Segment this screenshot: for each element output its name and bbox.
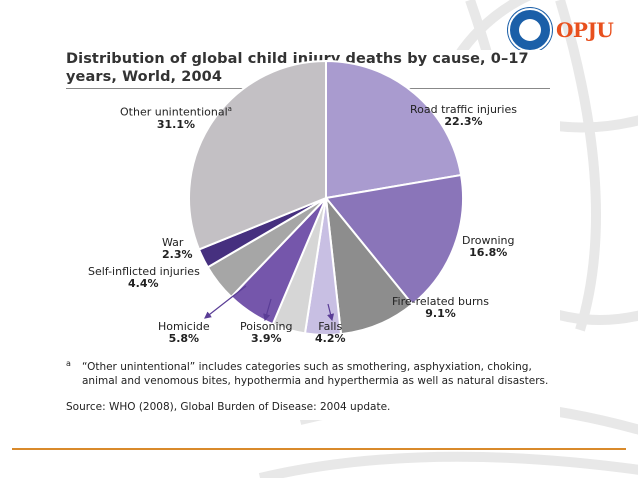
label-poisoning-value: 3.9%: [250, 332, 282, 345]
chart-title: Distribution of global child injury deat…: [66, 51, 529, 85]
pie-slice-fire-related-burns: [324, 194, 414, 336]
label-war-name: War: [162, 236, 184, 249]
label-homicide-name: Homicide: [158, 320, 210, 333]
leader-homicide: [204, 285, 247, 319]
pie-slice-other-unintentional: [188, 59, 327, 251]
label-falls-name: Falls: [318, 320, 343, 333]
label-self-inflicted-value: 4.4%: [128, 277, 159, 290]
bottom-divider: [12, 448, 626, 450]
label-homicide-value: 5.8%: [168, 332, 200, 345]
leader-poisoning: [263, 298, 272, 322]
label-road-traffic: Road traffic injuries 22.3%: [410, 104, 517, 128]
label-homicide: Homicide 5.8%: [158, 321, 210, 345]
label-road-traffic-name: Road traffic injuries: [410, 103, 517, 116]
label-falls: Falls 4.2%: [315, 321, 346, 345]
label-drowning: Drowning 16.8%: [462, 235, 514, 259]
label-other-name: Other unintentional: [120, 105, 228, 119]
university-seal-icon: [508, 8, 552, 52]
footnote-mark: a: [66, 359, 71, 368]
label-falls-value: 4.2%: [315, 332, 346, 345]
label-other-unintentional: Other unintentionala 31.1%: [120, 103, 232, 131]
label-war-value: 2.3%: [162, 248, 193, 261]
pie-slice-road-traffic-injuries: [325, 59, 463, 200]
leader-falls: [327, 303, 335, 322]
label-self-inflicted: Self-inflicted injuries 4.4%: [88, 266, 200, 290]
label-drowning-value: 16.8%: [469, 246, 508, 259]
logo-text: OPJU: [556, 18, 614, 42]
source-note: Source: WHO (2008), Global Burden of Dis…: [66, 401, 391, 413]
university-logo: OPJU: [508, 8, 614, 52]
label-drowning-name: Drowning: [462, 234, 515, 247]
label-other-superscript: a: [227, 105, 232, 113]
label-war: War 2.3%: [162, 237, 193, 261]
label-fire-burns-name: Fire-related burns: [392, 295, 489, 308]
label-road-traffic-value: 22.3%: [444, 115, 483, 128]
label-poisoning-name: Poisoning: [240, 320, 293, 333]
label-self-inflicted-name: Self-inflicted injuries: [88, 265, 200, 278]
pie-slice-drowning: [324, 173, 464, 306]
label-fire-burns: Fire-related burns 9.1%: [392, 296, 489, 320]
label-other-value: 31.1%: [156, 117, 196, 131]
label-fire-burns-value: 9.1%: [425, 307, 456, 320]
label-poisoning: Poisoning 3.9%: [240, 321, 292, 345]
footnote-text: “Other unintentional” includes categorie…: [82, 361, 549, 387]
footnote: a “Other unintentional” includes categor…: [66, 359, 566, 388]
